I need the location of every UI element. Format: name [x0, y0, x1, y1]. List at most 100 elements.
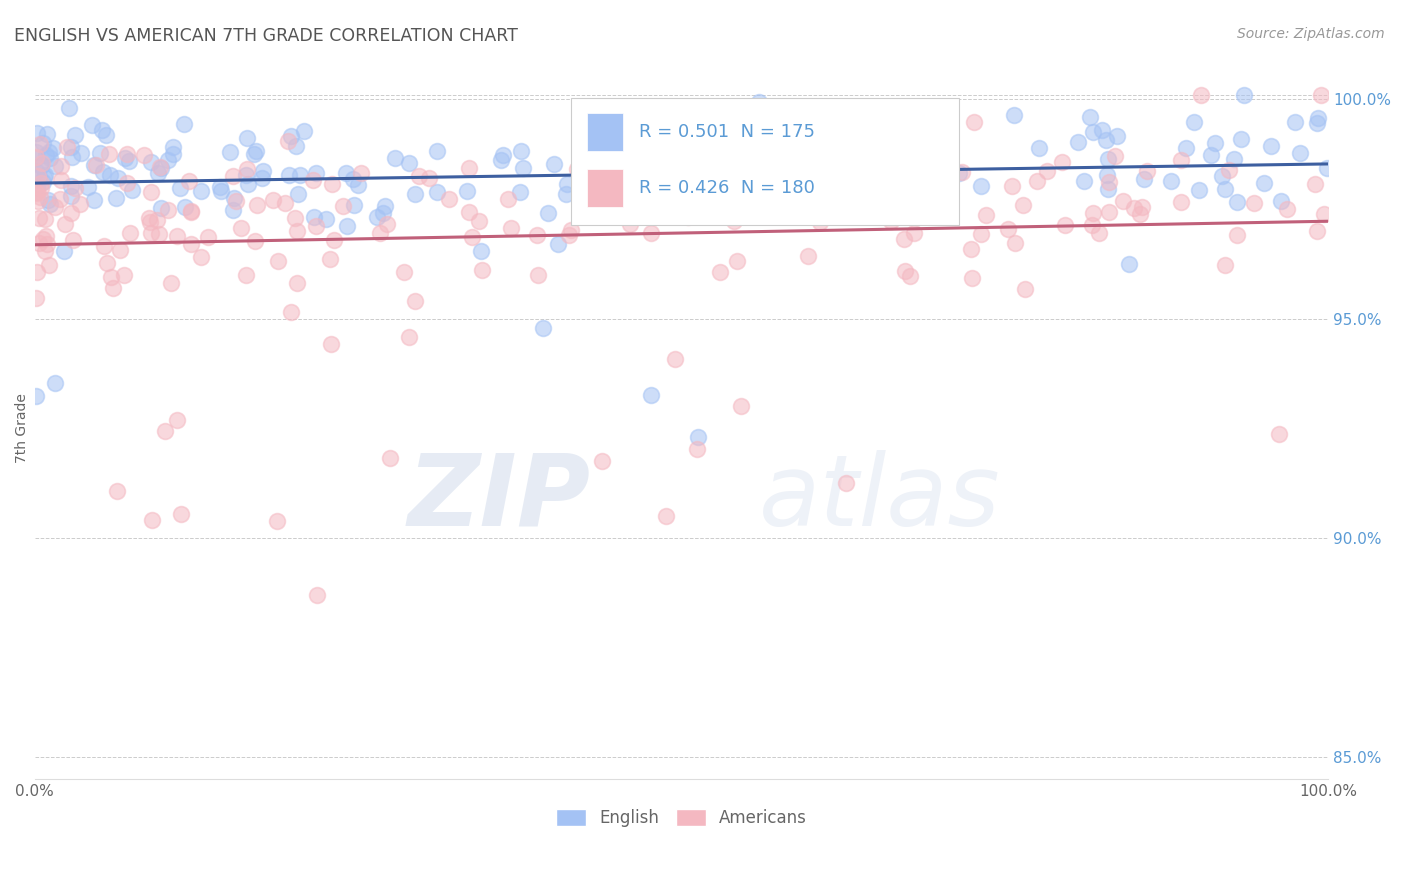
Point [235, 168, 257, 182]
Point [65, 181, 87, 195]
Point [292, 123, 315, 137]
FancyBboxPatch shape [571, 98, 959, 225]
Point [103, 281, 125, 295]
Point [148, 227, 170, 242]
Point [730, 399, 752, 413]
Point [96, 128, 118, 143]
Point [1081, 219, 1104, 233]
Point [262, 194, 284, 208]
Point [1002, 108, 1025, 122]
Text: R = 0.501  N = 175: R = 0.501 N = 175 [638, 123, 814, 141]
Point [1170, 153, 1192, 167]
Point [132, 148, 155, 162]
Point [243, 234, 266, 248]
Text: Source: ZipAtlas.com: Source: ZipAtlas.com [1237, 27, 1385, 41]
Point [963, 115, 986, 129]
Point [229, 221, 252, 235]
Point [60, 140, 83, 154]
Point [581, 183, 603, 197]
Point [366, 211, 388, 225]
Point [38, 145, 60, 160]
Point [44, 159, 66, 173]
Point [235, 268, 257, 282]
Point [1270, 194, 1292, 208]
Point [655, 509, 678, 524]
Point [38, 258, 60, 272]
Point [1170, 195, 1192, 210]
Point [44, 200, 66, 214]
Point [141, 227, 163, 241]
Point [58, 102, 80, 116]
Point [44, 376, 66, 391]
Point [371, 206, 394, 220]
Point [60, 150, 83, 164]
Point [108, 243, 131, 257]
Point [166, 229, 188, 244]
Point [603, 188, 626, 202]
Point [1098, 204, 1121, 219]
Point [375, 217, 398, 231]
Point [28, 211, 51, 226]
Point [305, 219, 328, 233]
Point [35, 128, 58, 142]
Point [1123, 201, 1146, 215]
Point [34, 211, 56, 226]
Point [49, 193, 72, 207]
Point [100, 168, 122, 182]
Point [905, 184, 928, 198]
Point [1233, 87, 1256, 102]
Point [104, 191, 127, 205]
Point [51, 160, 73, 174]
Point [512, 161, 534, 175]
Point [842, 202, 865, 217]
Point [174, 200, 197, 214]
Point [236, 177, 259, 191]
Point [1083, 206, 1105, 220]
Point [1188, 183, 1211, 197]
Point [149, 160, 172, 174]
Point [25, 127, 48, 141]
Point [408, 169, 430, 183]
Point [547, 237, 569, 252]
Point [723, 213, 745, 227]
Point [1226, 228, 1249, 243]
Point [30, 176, 52, 190]
Point [267, 254, 290, 268]
Point [31, 156, 53, 170]
Point [41, 141, 63, 155]
Point [307, 588, 329, 602]
Point [121, 183, 143, 197]
Point [1268, 426, 1291, 441]
Point [245, 144, 267, 158]
Point [613, 154, 636, 169]
Point [1306, 224, 1329, 238]
Point [461, 229, 484, 244]
Point [384, 151, 406, 165]
Point [159, 277, 181, 291]
Point [28, 170, 51, 185]
Point [62, 233, 84, 247]
Point [720, 173, 742, 187]
Point [156, 202, 179, 217]
Point [37, 193, 59, 207]
Point [893, 159, 915, 173]
Point [1078, 110, 1101, 124]
Point [960, 242, 983, 256]
Point [780, 157, 803, 171]
Point [277, 134, 299, 148]
Point [177, 174, 200, 188]
Point [1175, 141, 1198, 155]
Point [426, 185, 449, 199]
Point [555, 177, 578, 191]
Point [844, 155, 866, 169]
Point [571, 206, 593, 220]
Point [162, 140, 184, 154]
Point [1053, 219, 1076, 233]
Point [170, 507, 193, 521]
Point [709, 265, 731, 279]
Point [1189, 87, 1212, 102]
Point [139, 155, 162, 169]
Point [644, 206, 666, 220]
Point [146, 166, 169, 180]
Point [107, 170, 129, 185]
